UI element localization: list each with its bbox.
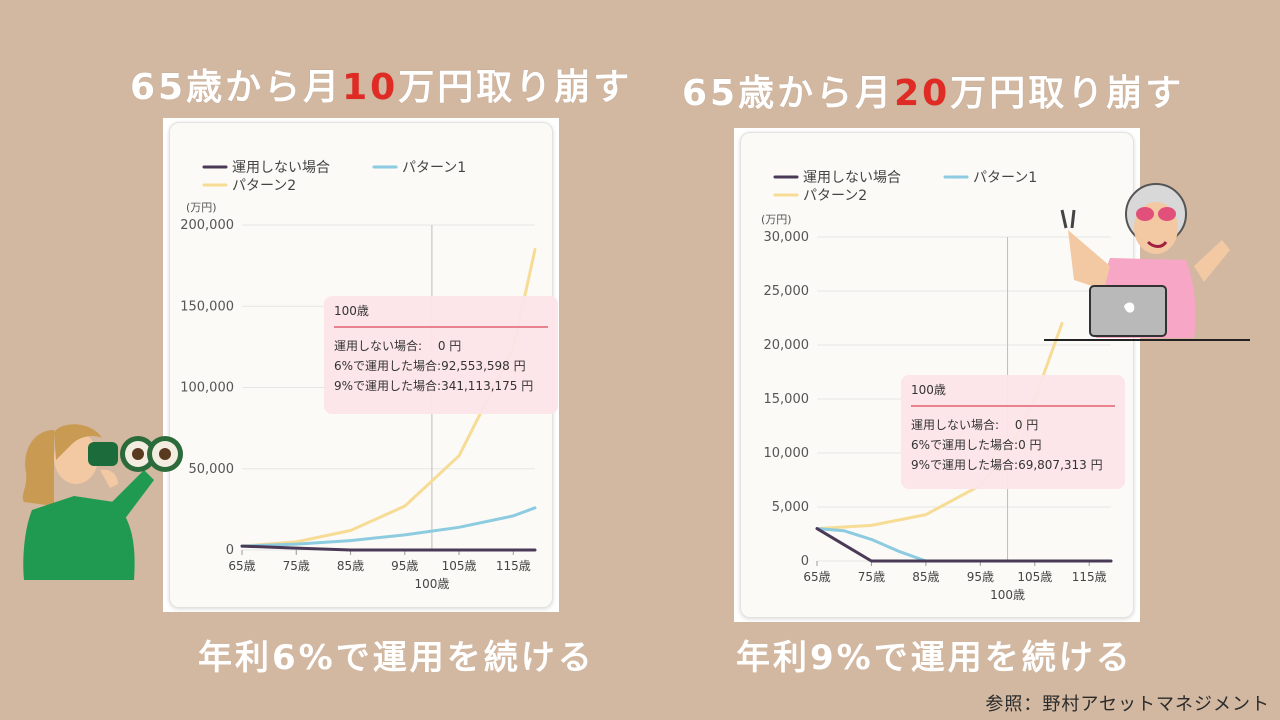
caption-right: 年利9%で運用を続ける	[736, 638, 1133, 678]
y-axis-unit-label: (万円)	[761, 213, 792, 226]
y-tick-label: 0	[801, 554, 809, 569]
x-tick-label: 95歳	[967, 570, 994, 584]
x-tick-label: 75歳	[283, 559, 310, 573]
binoculars-woman-illustration	[22, 424, 183, 580]
series-line	[240, 506, 537, 548]
heading-left-amount: 10	[342, 67, 399, 108]
x-tick-label: 75歳	[858, 570, 885, 584]
tooltip-row: 運用しない場合: 0 円	[334, 339, 462, 353]
x-tick-label: 115歳	[496, 559, 531, 573]
x-tick-label: 115歳	[1072, 570, 1107, 584]
series-line	[240, 544, 537, 552]
x-marker-label: 100歳	[414, 577, 449, 591]
series-line	[815, 527, 1113, 563]
y-tick-label: 20,000	[764, 338, 810, 353]
x-tick-label: 85歳	[912, 570, 939, 584]
tooltip-row: 6%で運用した場合:0 円	[911, 438, 1042, 452]
y-tick-label: 100,000	[180, 381, 234, 396]
heading-left: 65歳から月10万円取り崩す	[130, 58, 632, 110]
grandma-laptop-illustration	[1044, 183, 1250, 341]
y-tick-label: 0	[226, 543, 234, 558]
tooltip-title: 100歳	[911, 375, 1115, 407]
tooltip-title: 100歳	[334, 296, 548, 328]
y-tick-label: 15,000	[764, 392, 810, 407]
heading-right: 65歳から月20万円取り崩す	[682, 64, 1184, 116]
legend-label: 運用しない場合	[803, 170, 901, 186]
x-tick-label: 105歳	[1017, 570, 1052, 584]
x-tick-label: 105歳	[442, 559, 477, 573]
heading-right-prefix: 65歳から月	[682, 73, 895, 114]
x-tick-label: 85歳	[337, 559, 364, 573]
source-credit: 参照：野村アセットマネジメント	[985, 694, 1270, 715]
chart-right: 運用しない場合 パターン1 パターン2 (万円) 0 5,000 10,000 15,000 2…	[761, 170, 1113, 602]
x-tick-label: 65歳	[228, 559, 255, 573]
tooltip-row: 6%で運用した場合:92,553,598 円	[334, 359, 526, 373]
caption-left: 年利6%で運用を続ける	[198, 638, 595, 678]
x-marker-label: 100歳	[990, 588, 1025, 602]
x-tick-label: 95歳	[391, 559, 418, 573]
tooltip-row: 9%で運用した場合:69,807,313 円	[911, 458, 1103, 472]
heading-left-suffix: 万円取り崩す	[398, 67, 633, 108]
legend-label: 運用しない場合	[232, 160, 330, 176]
legend-label: パターン1	[402, 160, 466, 176]
chart-panel-right: 運用しない場合 パターン1 パターン2 (万円) 0 5,000 10,000 15,000 2…	[734, 128, 1140, 622]
tooltip-row: 運用しない場合: 0 円	[911, 418, 1039, 432]
heading-right-suffix: 万円取り崩す	[950, 73, 1185, 114]
chart-card-right: 運用しない場合 パターン1 パターン2 (万円) 0 5,000 10,000 15,000 2…	[740, 132, 1134, 618]
y-tick-label: 5,000	[772, 500, 809, 515]
heading-left-prefix: 65歳から月	[130, 67, 343, 108]
legend-label: パターン2	[803, 188, 867, 204]
heading-right-amount: 20	[894, 73, 951, 114]
y-tick-label: 150,000	[180, 299, 234, 314]
tooltip-row: 9%で運用した場合:341,113,175 円	[334, 379, 534, 393]
y-tick-label: 10,000	[764, 446, 810, 461]
y-tick-label: 50,000	[189, 462, 235, 477]
y-axis-unit-label: (万円)	[186, 201, 217, 214]
y-tick-label: 30,000	[764, 230, 810, 245]
y-tick-label: 200,000	[180, 218, 234, 233]
chart-panel-left: 運用しない場合 パターン1 パターン2 (万円) 0 50,000 100,000 150,0…	[163, 118, 559, 612]
chart-card-left: 運用しない場合 パターン1 パターン2 (万円) 0 50,000 100,000 150,0…	[169, 122, 558, 608]
legend-label: パターン2	[232, 178, 296, 194]
tooltip-left: 100歳 運用しない場合: 0 円 6%で運用した場合:92,553,598 円…	[324, 296, 558, 414]
x-tick-label: 65歳	[803, 570, 830, 584]
y-tick-label: 25,000	[764, 284, 810, 299]
tooltip-right: 100歳 運用しない場合: 0 円 6%で運用した場合:0 円 9%で運用した場…	[901, 375, 1125, 489]
legend-label: パターン1	[973, 170, 1037, 186]
chart-left: 運用しない場合 パターン1 パターン2 (万円) 0 50,000 100,000 150,0…	[180, 160, 537, 591]
